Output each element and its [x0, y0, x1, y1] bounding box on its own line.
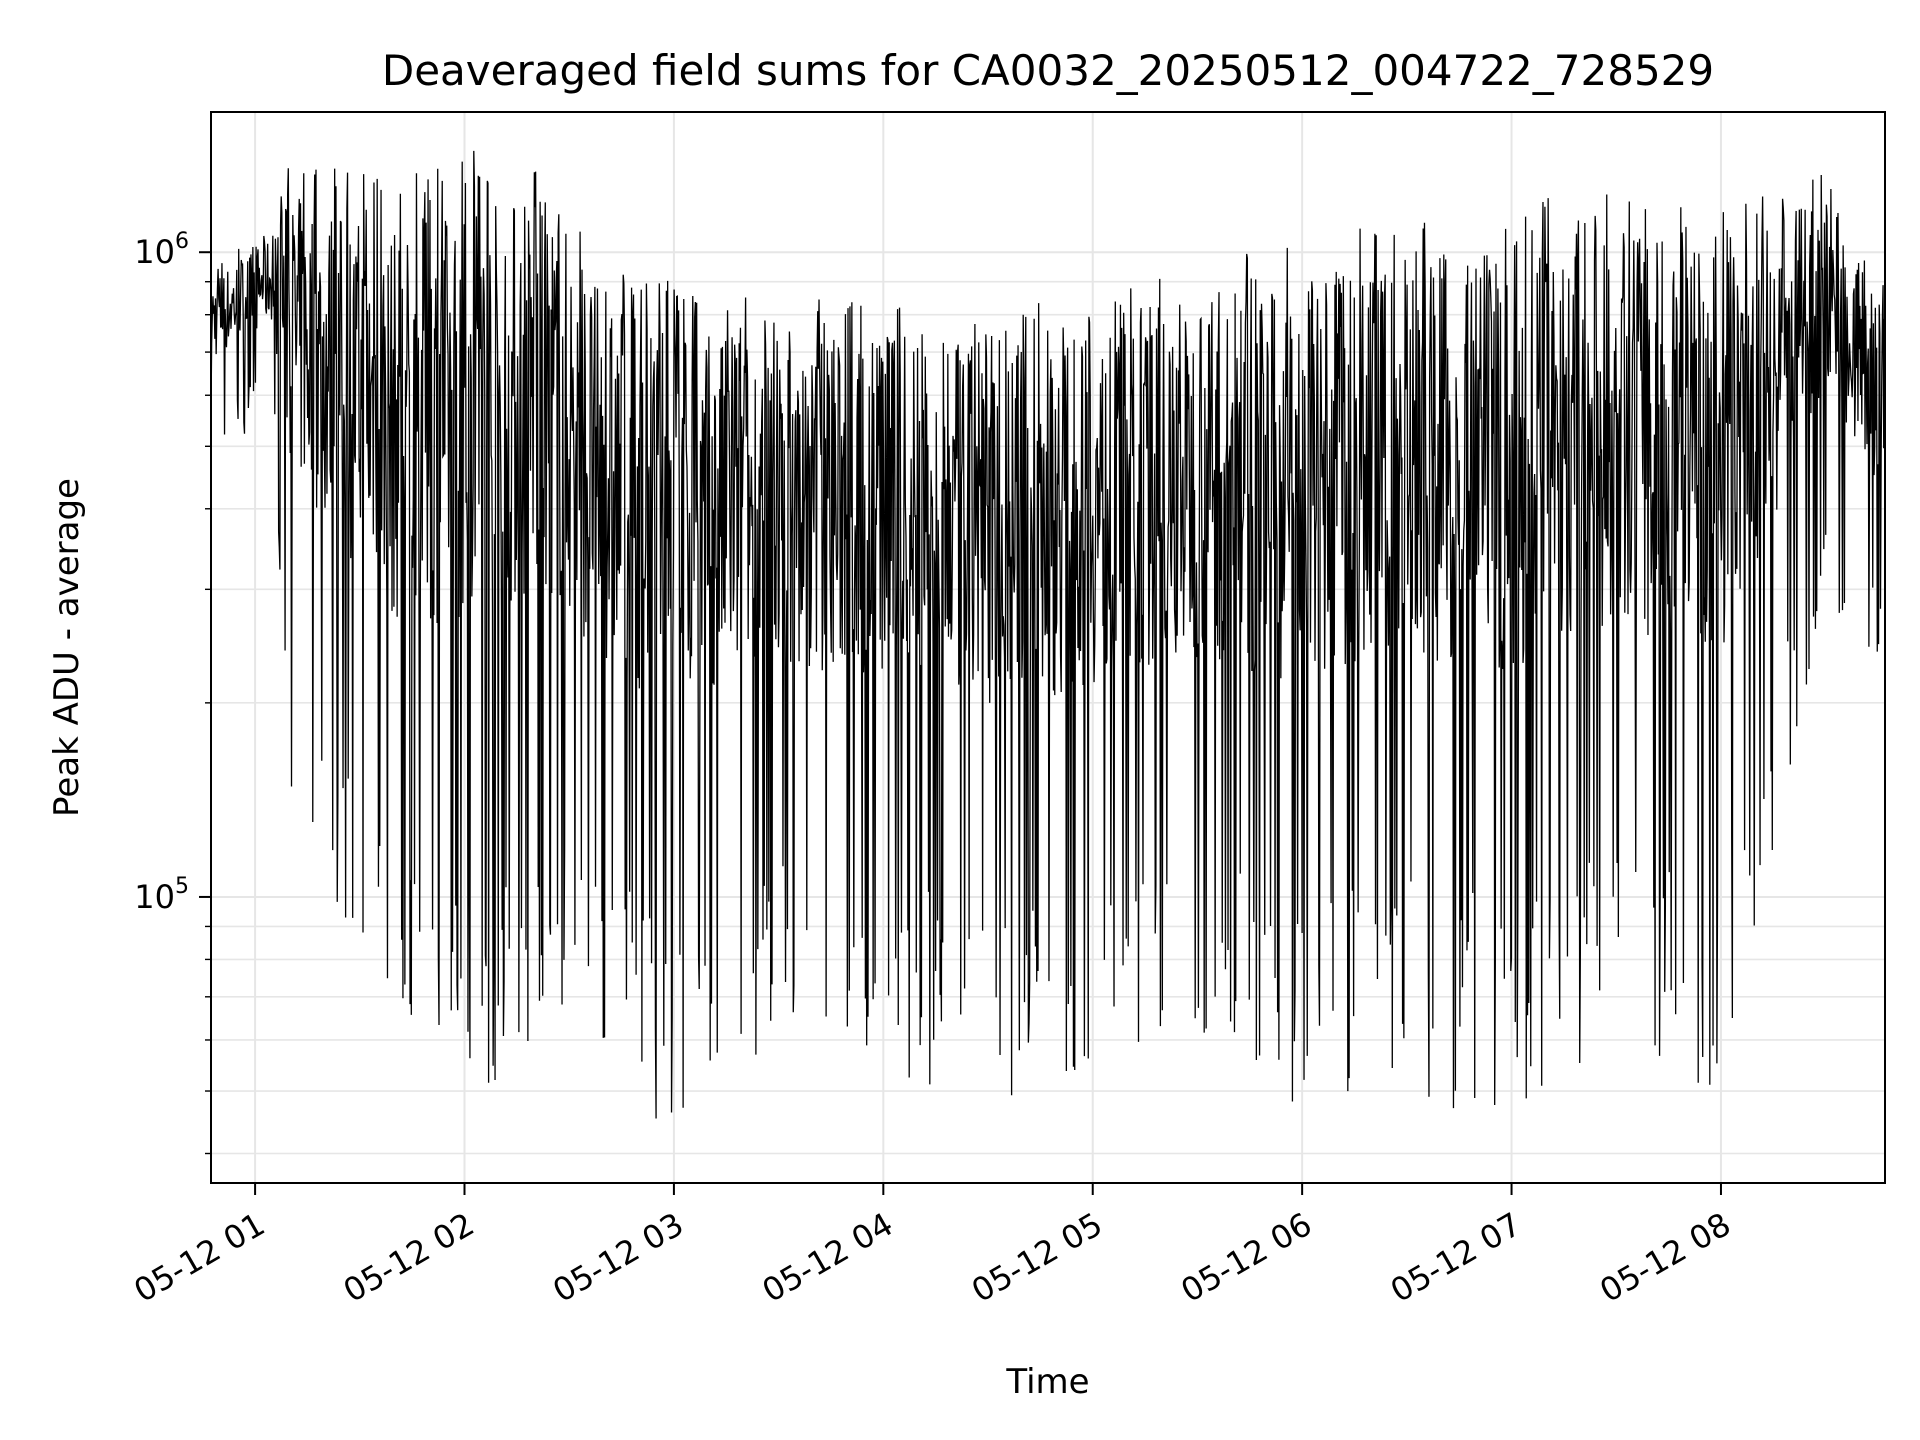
y-tick-label: 105: [134, 874, 189, 916]
chart-title: Deaveraged field sums for CA0032_2025051…: [382, 46, 1714, 95]
y-axis-ticks: 105 106: [134, 229, 211, 1155]
plot-frame: [210, 111, 1886, 1184]
y-axis-label: Peak ADU - average: [47, 478, 87, 817]
x-axis-label: Time: [1005, 1362, 1089, 1402]
series-line: [210, 150, 1886, 1119]
series-trace: [210, 150, 1886, 1119]
y-tick-label: 106: [134, 229, 189, 271]
